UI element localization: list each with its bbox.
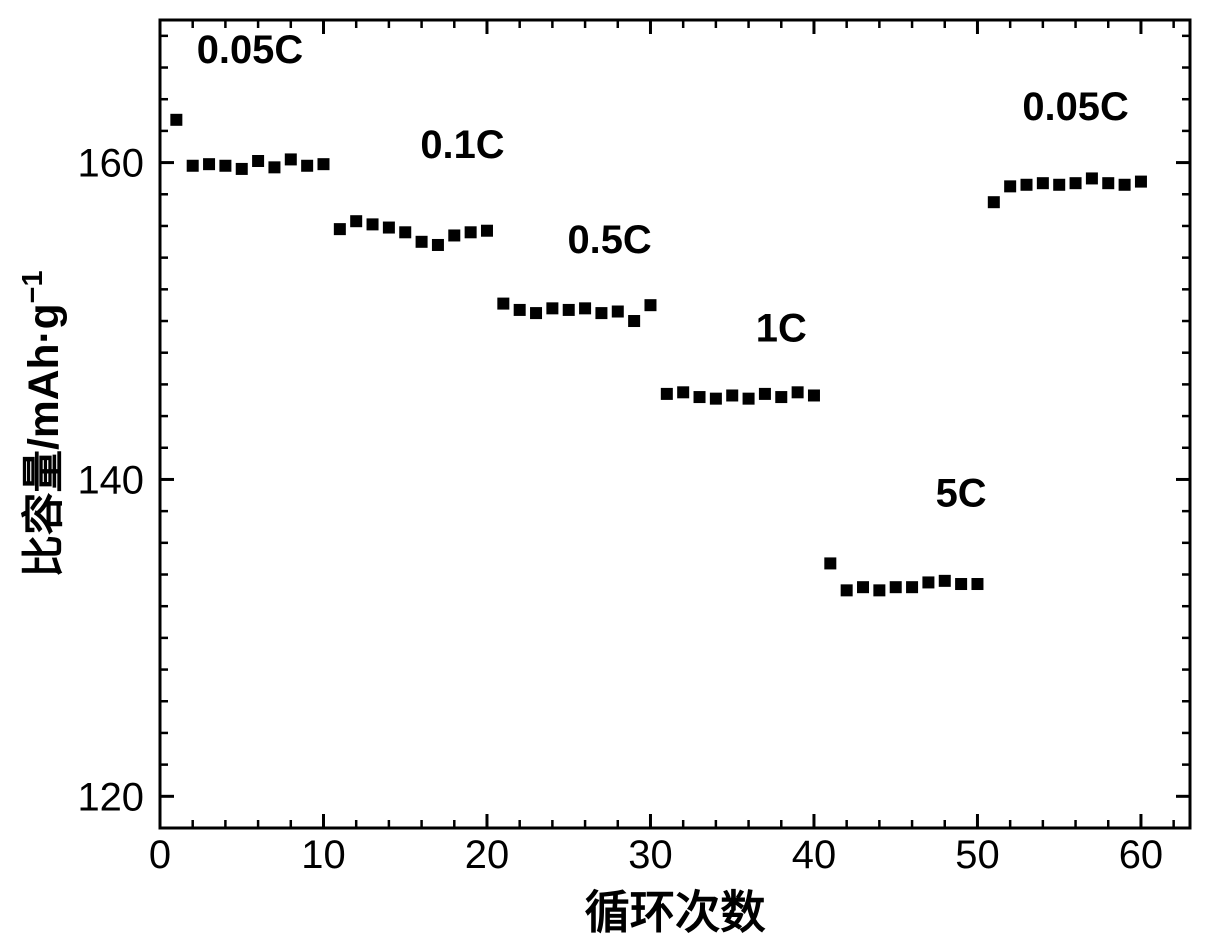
y-tick-label: 120 [77, 775, 144, 819]
data-point [203, 158, 215, 170]
data-point [1102, 177, 1114, 189]
data-point [350, 215, 362, 227]
data-point [1070, 177, 1082, 189]
data-point [677, 386, 689, 398]
data-point [1119, 179, 1131, 191]
data-point [743, 393, 755, 405]
x-tick-label: 10 [301, 833, 345, 877]
data-point [1135, 176, 1147, 188]
data-point [497, 298, 509, 310]
data-point [383, 222, 395, 234]
x-tick-label: 30 [628, 833, 672, 877]
data-point [694, 391, 706, 403]
data-point [726, 389, 738, 401]
data-point [170, 114, 182, 126]
data-point [399, 226, 411, 238]
data-point [612, 306, 624, 318]
data-point [1053, 179, 1065, 191]
y-tick-label: 140 [77, 458, 144, 502]
data-point [1037, 177, 1049, 189]
data-point [1021, 179, 1033, 191]
data-point [906, 581, 918, 593]
x-tick-label: 20 [465, 833, 509, 877]
data-point [857, 581, 869, 593]
x-tick-label: 0 [149, 833, 171, 877]
x-tick-label: 50 [955, 833, 999, 877]
data-point [988, 196, 1000, 208]
c-rate-annotation: 1C [756, 307, 807, 351]
c-rate-annotation: 0.5C [567, 218, 651, 262]
data-point [808, 389, 820, 401]
data-point [922, 576, 934, 588]
data-point [644, 299, 656, 311]
data-point [661, 388, 673, 400]
data-point [759, 388, 771, 400]
x-axis-title: 循环次数 [585, 887, 767, 938]
data-point [628, 315, 640, 327]
data-point [1086, 172, 1098, 184]
data-point [955, 578, 967, 590]
data-point [367, 218, 379, 230]
data-point [285, 153, 297, 165]
data-point [448, 229, 460, 241]
data-point [481, 225, 493, 237]
data-point [841, 584, 853, 596]
data-point [971, 578, 983, 590]
data-point [187, 160, 199, 172]
data-point [219, 160, 231, 172]
data-point [563, 304, 575, 316]
c-rate-annotation: 0.1C [420, 123, 504, 167]
data-point [301, 160, 313, 172]
data-point [579, 302, 591, 314]
x-tick-label: 40 [792, 833, 836, 877]
data-point [514, 304, 526, 316]
chart-container: 0 10 20 30 40 50 60 循环次数 120 140 160 比容量/mAh·g−1 0.0… [0, 0, 1224, 944]
scatter-chart: 0 10 20 30 40 50 60 循环次数 120 140 160 比容量/mAh·g−1 0.0… [0, 0, 1224, 944]
data-point [890, 581, 902, 593]
data-point [824, 557, 836, 569]
y-axis-title: 比容量/mAh·g−1 [17, 270, 68, 577]
data-point [252, 155, 264, 167]
data-point [792, 386, 804, 398]
y-tick-label: 160 [77, 142, 144, 186]
data-point [710, 393, 722, 405]
plot-border [160, 20, 1190, 828]
c-rate-annotation: 5C [936, 471, 987, 515]
data-point [416, 236, 428, 248]
c-rate-annotation: 0.05C [197, 28, 303, 72]
data-point [530, 307, 542, 319]
data-point [775, 391, 787, 403]
data-point [465, 226, 477, 238]
data-point [236, 163, 248, 175]
data-point [268, 161, 280, 173]
data-point [939, 575, 951, 587]
data-point [546, 302, 558, 314]
c-rate-annotation: 0.05C [1022, 85, 1128, 129]
data-point [595, 307, 607, 319]
data-point [873, 584, 885, 596]
x-tick-label: 60 [1119, 833, 1163, 877]
data-point [334, 223, 346, 235]
data-point [1004, 180, 1016, 192]
data-point [432, 239, 444, 251]
data-point [317, 158, 329, 170]
